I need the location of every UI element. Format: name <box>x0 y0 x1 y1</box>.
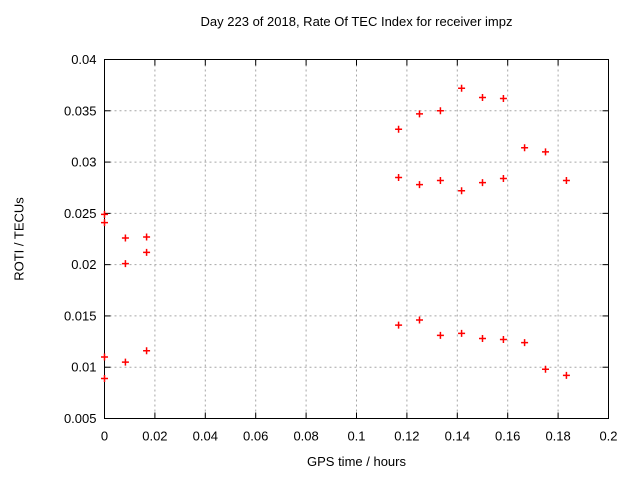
data-point-marker <box>101 374 108 382</box>
data-point-marker <box>143 347 151 355</box>
x-tick-labels: 0 0.02 0.04 0.06 0.08 0.1 0.12 0.14 0.16 0.18 0.2 <box>101 429 618 444</box>
data-point-marker <box>436 177 444 185</box>
data-point-marker <box>143 233 151 241</box>
data-point-marker <box>143 248 151 256</box>
data-point-marker <box>542 365 549 373</box>
data-point-marker <box>101 353 108 361</box>
x-tick-label: 0.1 <box>347 429 365 444</box>
y-tick-label: 0.02 <box>71 257 96 272</box>
y-tick-label: 0.015 <box>64 308 97 323</box>
data-point-marker <box>436 107 444 115</box>
data-point-marker <box>562 371 570 379</box>
y-tick-labels: 0.005 0.01 0.015 0.02 0.025 0.03 0.035 0.04 <box>64 52 97 426</box>
x-tick-label: 0.16 <box>495 429 520 444</box>
y-axis-label: ROTI / TECUs <box>11 197 27 281</box>
data-point-marker <box>479 93 486 101</box>
data-point-marker <box>499 94 507 102</box>
data-point-marker <box>101 210 108 218</box>
chart-title: Day 223 of 2018, Rate Of TEC Index for r… <box>200 14 513 29</box>
axis-ticks <box>104 59 609 419</box>
y-tick-label: 0.025 <box>64 206 97 221</box>
data-point-marker <box>416 316 423 324</box>
x-tick-label: 0.08 <box>293 429 318 444</box>
data-point-marker <box>395 321 403 329</box>
grid-lines <box>104 59 609 419</box>
y-tick-label: 0.005 <box>64 411 97 426</box>
data-point-marker <box>395 125 403 133</box>
data-point-marker <box>395 173 403 181</box>
x-axis-label: GPS time / hours <box>307 454 406 469</box>
data-point-marker <box>458 187 466 195</box>
y-tick-label: 0.04 <box>71 52 96 67</box>
x-tick-label: 0.04 <box>193 429 218 444</box>
data-point-marker <box>521 339 529 347</box>
data-point-marker <box>121 260 129 268</box>
x-tick-label: 0 <box>101 429 108 444</box>
y-tick-label: 0.035 <box>64 103 97 118</box>
data-point-marker <box>562 177 570 185</box>
x-tick-label: 0.12 <box>394 429 419 444</box>
y-tick-label: 0.03 <box>71 155 96 170</box>
x-tick-label: 0.2 <box>599 429 617 444</box>
x-tick-label: 0.18 <box>545 429 570 444</box>
data-point-marker <box>416 181 423 189</box>
data-point-marker <box>458 329 466 337</box>
data-point-marker <box>121 358 129 366</box>
data-point-marker <box>521 144 529 152</box>
data-point-marker <box>458 84 466 92</box>
x-tick-label: 0.06 <box>243 429 268 444</box>
data-point-marker <box>499 174 507 182</box>
data-point-marker <box>121 234 129 242</box>
data-point-marker <box>542 148 549 156</box>
x-tick-label: 0.02 <box>142 429 167 444</box>
y-tick-label: 0.01 <box>71 360 96 375</box>
x-tick-label: 0.14 <box>445 429 470 444</box>
data-point-marker <box>101 219 108 227</box>
data-point-marker <box>479 334 486 342</box>
data-point-marker <box>479 179 486 187</box>
data-point-marker <box>436 331 444 339</box>
data-point-marker <box>499 336 507 344</box>
data-point-marker <box>416 110 423 118</box>
data-points <box>101 84 570 382</box>
